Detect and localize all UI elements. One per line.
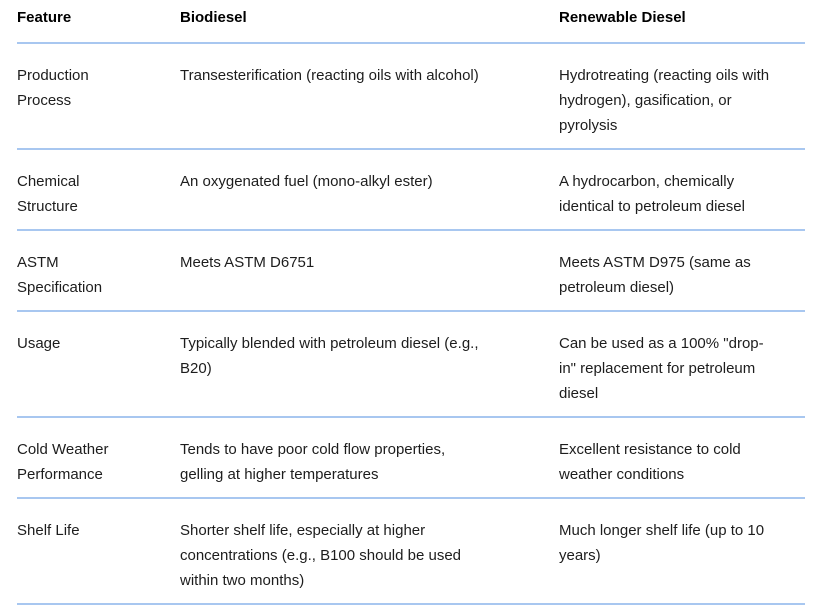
table-row: Usage Typically blended with petroleum d…	[17, 311, 805, 418]
feature-cell: Production Process	[17, 43, 180, 150]
table-row: Shelf Life Shorter shelf life, especiall…	[17, 498, 805, 605]
comparison-table: Feature Biodiesel Renewable Diesel Produ…	[17, 0, 805, 605]
biodiesel-cell: Transesterification (reacting oils with …	[180, 43, 559, 150]
renewable-diesel-cell: A hydrocarbon, chemically identical to p…	[559, 149, 805, 231]
feature-cell: Usage	[17, 311, 180, 418]
renewable-diesel-cell: Much longer shelf life (up to 10 years)	[559, 498, 805, 605]
column-header-feature: Feature	[17, 0, 180, 44]
table-row: ASTM Specification Meets ASTM D6751 Meet…	[17, 230, 805, 312]
biodiesel-cell: Meets ASTM D6751	[180, 230, 559, 312]
column-header-biodiesel: Biodiesel	[180, 0, 559, 44]
feature-cell: Cold Weather Performance	[17, 417, 180, 499]
biodiesel-cell: Tends to have poor cold flow properties,…	[180, 417, 559, 499]
feature-cell: ASTM Specification	[17, 230, 180, 312]
feature-cell: Chemical Structure	[17, 149, 180, 231]
table-header-row: Feature Biodiesel Renewable Diesel	[17, 0, 805, 44]
table-row: Cold Weather Performance Tends to have p…	[17, 417, 805, 499]
biodiesel-cell: Typically blended with petroleum diesel …	[180, 311, 559, 418]
column-header-renewable-diesel: Renewable Diesel	[559, 0, 805, 44]
renewable-diesel-cell: Can be used as a 100% "drop-in" replacem…	[559, 311, 805, 418]
renewable-diesel-cell: Excellent resistance to cold weather con…	[559, 417, 805, 499]
feature-cell: Shelf Life	[17, 498, 180, 605]
table-row: Chemical Structure An oxygenated fuel (m…	[17, 149, 805, 231]
renewable-diesel-cell: Meets ASTM D975 (same as petroleum diese…	[559, 230, 805, 312]
table-row: Production Process Transesterification (…	[17, 43, 805, 150]
renewable-diesel-cell: Hydrotreating (reacting oils with hydrog…	[559, 43, 805, 150]
biodiesel-cell: Shorter shelf life, especially at higher…	[180, 498, 559, 605]
biodiesel-cell: An oxygenated fuel (mono-alkyl ester)	[180, 149, 559, 231]
